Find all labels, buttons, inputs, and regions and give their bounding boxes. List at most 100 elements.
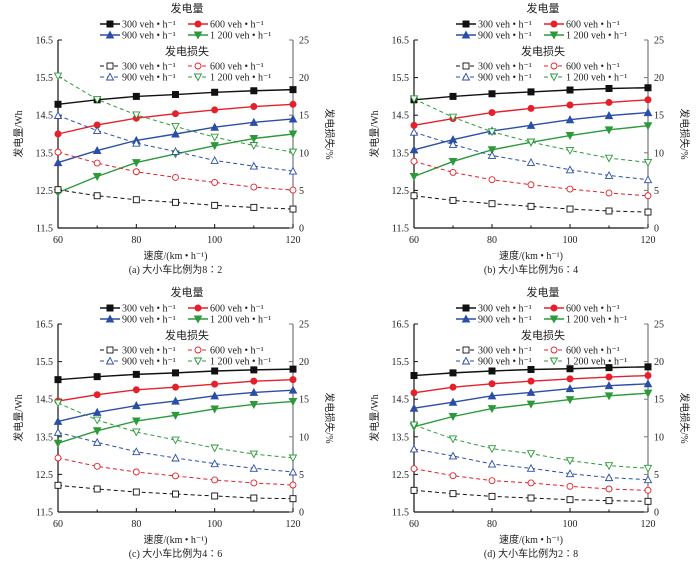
data-point-power-1200 — [210, 142, 220, 151]
legend-label: 900 veh • h⁻¹ — [122, 315, 176, 326]
legend-title-power: 发电量 — [527, 1, 560, 15]
data-point-loss-1200 — [565, 457, 575, 466]
data-point-loss-1200 — [448, 435, 458, 444]
y-tick-label: 16.5 — [36, 36, 54, 47]
x-tick-label: 120 — [641, 519, 656, 530]
legend-label: 600 veh • h⁻¹ — [566, 346, 620, 357]
data-point-loss-900 — [249, 463, 259, 472]
data-point-loss-600 — [132, 468, 140, 476]
y-tick-label: 14.5 — [36, 111, 54, 122]
data-point-power-900 — [565, 384, 575, 393]
data-point-loss-1200 — [643, 464, 653, 473]
data-point-power-300 — [250, 87, 258, 95]
legend-marker — [105, 72, 115, 81]
data-point-loss-600 — [289, 186, 297, 194]
y-tick-label: 16.5 — [392, 320, 410, 331]
data-point-loss-1200 — [92, 95, 102, 104]
data-point-loss-900 — [409, 444, 419, 453]
series-line-power-1200 — [57, 133, 294, 194]
x-tick-label: 60 — [53, 235, 63, 246]
data-point-loss-600 — [566, 482, 574, 490]
data-point-power-1200 — [448, 412, 458, 422]
data-point-power-300 — [172, 369, 179, 377]
legend-label: 1 200 veh • h⁻¹ — [566, 73, 627, 84]
data-point-loss-900 — [210, 459, 219, 468]
series-line-loss-1200 — [57, 402, 294, 459]
data-point-power-300 — [566, 365, 574, 373]
data-point-power-600 — [172, 110, 179, 118]
y2-axis-label: 发电损失/% — [323, 108, 336, 159]
data-point-loss-900 — [643, 175, 653, 184]
legend-label: 900 veh • h⁻¹ — [478, 31, 532, 42]
legend-label: 300 veh • h⁻¹ — [478, 346, 532, 357]
data-point-power-1200 — [131, 417, 141, 426]
data-point-loss-1200 — [409, 95, 419, 104]
data-point-loss-900 — [487, 150, 497, 159]
data-point-loss-1200 — [288, 454, 298, 463]
data-point-power-1200 — [409, 172, 419, 182]
data-point-power-300 — [289, 86, 297, 94]
legend-marker — [461, 314, 471, 323]
data-point-power-1200 — [448, 157, 458, 167]
data-point-power-300 — [527, 365, 535, 373]
panel-caption: (c) 大小车比例为4∶6 — [129, 547, 223, 560]
legend-label: 300 veh • h⁻¹ — [122, 62, 176, 73]
data-point-loss-600 — [93, 462, 101, 470]
data-point-power-900 — [210, 391, 220, 400]
legend-marker — [194, 346, 202, 354]
data-point-loss-600 — [250, 183, 258, 191]
data-point-loss-300 — [172, 490, 179, 498]
y2-tick-label: 0 — [299, 224, 304, 235]
y-tick-label: 13.5 — [392, 148, 410, 159]
legend-marker — [106, 20, 114, 28]
data-point-loss-600 — [132, 168, 140, 176]
legend-marker — [549, 357, 559, 366]
legend-label: 300 veh • h⁻¹ — [478, 62, 532, 73]
panel-3 — [409, 304, 653, 513]
data-point-power-1200 — [604, 126, 614, 135]
legend-label: 600 veh • h⁻¹ — [210, 304, 264, 315]
data-point-power-300 — [488, 90, 496, 98]
y2-axis-label: 发电损失/% — [678, 108, 691, 159]
data-point-power-900 — [526, 387, 536, 396]
data-point-power-900 — [526, 120, 536, 129]
x-axis-label: 速度/(km • h⁻¹) — [144, 533, 208, 546]
data-point-power-900 — [288, 385, 298, 394]
data-point-power-1200 — [487, 146, 497, 155]
legend-title-power: 发电量 — [171, 285, 204, 299]
y-tick-label: 12.5 — [392, 186, 410, 197]
y-tick-label: 14.5 — [36, 395, 54, 406]
legend-marker — [193, 73, 203, 82]
y-axis-label: 发电量/Wh — [368, 110, 381, 157]
data-point-loss-900 — [565, 469, 575, 478]
data-point-loss-300 — [132, 488, 140, 496]
data-point-loss-900 — [249, 161, 259, 170]
data-point-loss-1200 — [210, 444, 219, 453]
y-tick-label: 11.5 — [392, 508, 409, 519]
data-point-loss-300 — [488, 492, 496, 500]
data-point-loss-300 — [93, 485, 101, 493]
legend-marker — [105, 356, 115, 365]
data-point-power-900 — [409, 403, 419, 412]
legend-label: 900 veh • h⁻¹ — [478, 315, 532, 326]
data-point-loss-600 — [644, 192, 652, 200]
data-point-loss-900 — [132, 447, 141, 456]
data-point-loss-600 — [410, 465, 418, 473]
data-point-power-900 — [448, 397, 458, 406]
data-point-loss-300 — [566, 205, 574, 213]
y-tick-label: 14.5 — [392, 395, 410, 406]
y2-tick-label: 5 — [654, 186, 659, 197]
data-point-loss-1200 — [210, 133, 219, 142]
legend-marker — [194, 20, 202, 28]
legend-title-loss: 发电损失 — [521, 328, 565, 342]
data-point-power-600 — [566, 101, 574, 109]
data-point-loss-1200 — [487, 445, 497, 454]
y-tick-label: 15.5 — [392, 73, 410, 84]
x-axis-label: 速度/(km • h⁻¹) — [499, 249, 563, 262]
x-tick-label: 100 — [207, 519, 222, 530]
data-point-power-300 — [211, 367, 219, 375]
data-point-power-1200 — [92, 427, 102, 436]
y2-tick-label: 0 — [299, 508, 304, 519]
data-point-loss-300 — [566, 496, 574, 504]
y-axis-label: 发电量/Wh — [12, 394, 25, 441]
